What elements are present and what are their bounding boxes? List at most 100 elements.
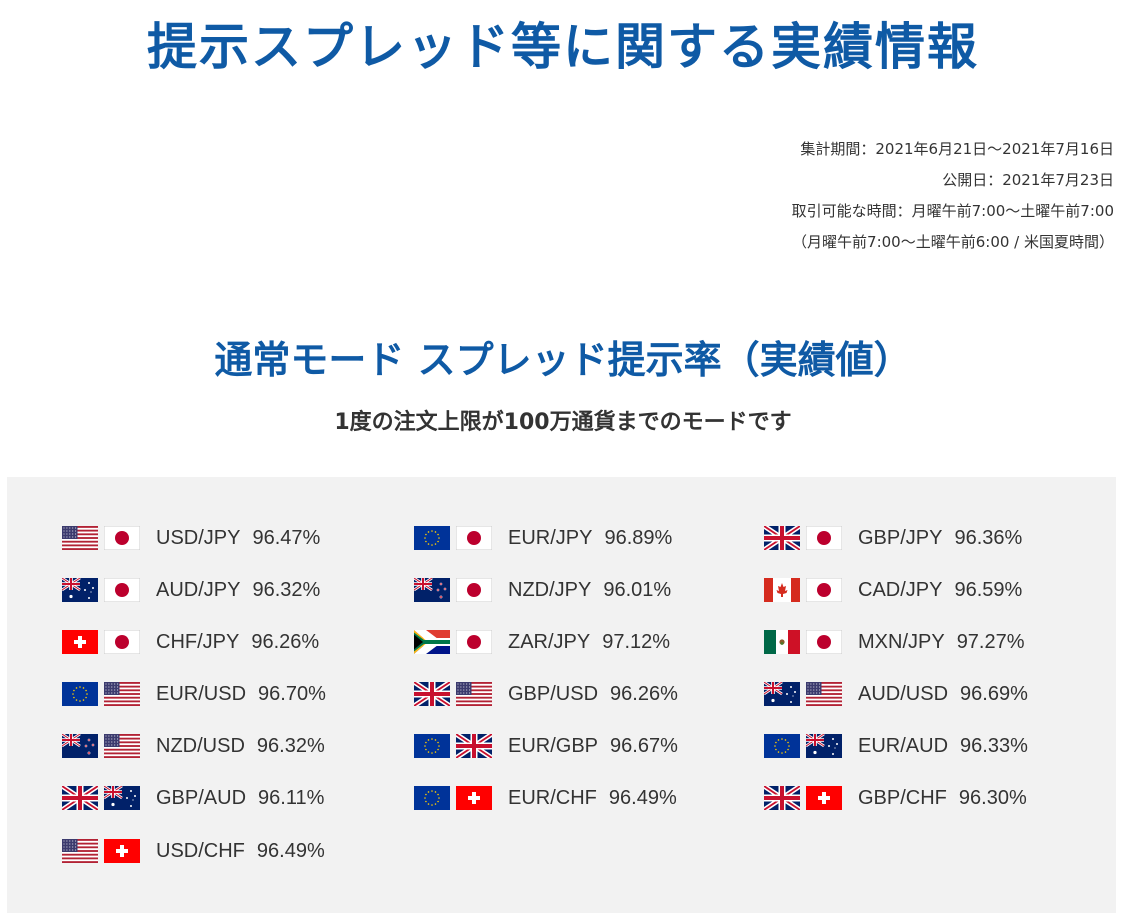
rate-value: 96.49% [608, 786, 677, 809]
pair-label: GBP/JPY [858, 526, 943, 549]
pair-row: CHF/JPY 96.26% [62, 622, 319, 662]
pair-label: CHF/JPY [156, 630, 240, 653]
pair-row: MXN/JPY 97.27% [764, 622, 1025, 662]
pair-label: USD/JPY [156, 526, 241, 549]
jp-flag-icon [456, 526, 492, 550]
rate-value: 96.32% [256, 734, 325, 757]
pair-row: CAD/JPY 96.59% [764, 570, 1022, 610]
rate-value: 96.11% [258, 786, 325, 809]
jp-flag-icon [806, 630, 842, 654]
us-flag-icon [62, 526, 98, 550]
pair-row: EUR/AUD 96.33% [764, 726, 1028, 766]
eu-flag-icon [62, 682, 98, 706]
pair-row: USD/CHF 96.49% [62, 831, 325, 871]
spread-rate-panel: USD/JPY 96.47% EUR/JPY 96.89% GBP/JPY 96… [7, 477, 1116, 913]
jp-flag-icon [104, 578, 140, 602]
pair-row: NZD/JPY 96.01% [414, 570, 671, 610]
jp-flag-icon [104, 526, 140, 550]
rate-value: 96.49% [256, 839, 325, 862]
rate-value: 96.69% [960, 682, 1028, 705]
section-subtitle: 1度の注文上限が100万通貨までのモードです [334, 410, 792, 435]
eu-flag-icon [414, 734, 450, 758]
pair-label: EUR/USD [156, 682, 247, 705]
pair-label: NZD/JPY [508, 578, 592, 601]
pair-row: GBP/CHF 96.30% [764, 778, 1027, 818]
pair-row: EUR/CHF 96.49% [414, 778, 677, 818]
pair-row: GBP/JPY 96.36% [764, 518, 1022, 558]
pair-row: EUR/GBP 96.67% [414, 726, 678, 766]
us-flag-icon [806, 682, 842, 706]
pair-row: EUR/JPY 96.89% [414, 518, 672, 558]
au-flag-icon [62, 578, 98, 602]
rate-value: 97.12% [602, 630, 671, 653]
rate-value: 96.70% [258, 682, 326, 705]
rate-value: 96.26% [610, 682, 678, 705]
rate-value: 96.01% [603, 578, 672, 601]
rate-value: 96.33% [960, 734, 1028, 757]
pair-label: EUR/CHF [508, 786, 597, 809]
nz-flag-icon [62, 734, 98, 758]
ca-flag-icon [764, 578, 800, 602]
pair-row: GBP/USD 96.26% [414, 674, 678, 714]
pair-label: AUD/USD [858, 682, 949, 705]
rate-value: 96.47% [252, 526, 321, 549]
pair-row: GBP/AUD 96.11% [62, 778, 324, 818]
pair-row: ZAR/JPY 97.12% [414, 622, 670, 662]
jp-flag-icon [456, 630, 492, 654]
nz-flag-icon [414, 578, 450, 602]
au-flag-icon [806, 734, 842, 758]
gb-flag-icon [456, 734, 492, 758]
jp-flag-icon [806, 526, 842, 550]
eu-flag-icon [414, 786, 450, 810]
aggregation-period: 集計期間：2021年6月21日～2021年7月16日 [800, 140, 1114, 158]
pair-label: EUR/AUD [858, 734, 949, 757]
publication-date: 公開日：2021年7月23日 [942, 171, 1114, 189]
pair-label: NZD/USD [156, 734, 245, 757]
pair-row: AUD/JPY 96.32% [62, 570, 320, 610]
au-flag-icon [104, 786, 140, 810]
rate-value: 96.59% [954, 578, 1023, 601]
ch-flag-icon [806, 786, 842, 810]
ch-flag-icon [456, 786, 492, 810]
gb-flag-icon [764, 786, 800, 810]
trading-hours-dst: （月曜午前7:00～土曜午前6:00 / 米国夏時間） [792, 233, 1114, 251]
us-flag-icon [62, 839, 98, 863]
us-flag-icon [104, 682, 140, 706]
rate-value: 96.26% [251, 630, 320, 653]
pair-label: AUD/JPY [156, 578, 241, 601]
pair-row: USD/JPY 96.47% [62, 518, 320, 558]
pair-label: EUR/JPY [508, 526, 593, 549]
pair-row: AUD/USD 96.69% [764, 674, 1028, 714]
ch-flag-icon [62, 630, 98, 654]
za-flag-icon [414, 630, 450, 654]
rate-value: 96.32% [252, 578, 321, 601]
us-flag-icon [456, 682, 492, 706]
gb-flag-icon [764, 526, 800, 550]
pair-label: MXN/JPY [858, 630, 945, 653]
pair-label: USD/CHF [156, 839, 245, 862]
pair-label: GBP/USD [508, 682, 599, 705]
rate-value: 97.27% [956, 630, 1025, 653]
trading-hours: 取引可能な時間：月曜午前7:00～土曜午前7:00 [791, 202, 1114, 220]
pair-label: ZAR/JPY [508, 630, 591, 653]
pair-label: GBP/CHF [858, 786, 947, 809]
jp-flag-icon [806, 578, 842, 602]
section-title: 通常モード スプレッド提示率（実績値） [214, 338, 912, 382]
ch-flag-icon [104, 839, 140, 863]
eu-flag-icon [414, 526, 450, 550]
eu-flag-icon [764, 734, 800, 758]
pair-label: GBP/AUD [156, 786, 247, 809]
rate-value: 96.67% [610, 734, 678, 757]
rate-value: 96.36% [954, 526, 1023, 549]
gb-flag-icon [414, 682, 450, 706]
pair-label: CAD/JPY [858, 578, 943, 601]
pair-row: EUR/USD 96.70% [62, 674, 326, 714]
us-flag-icon [104, 734, 140, 758]
jp-flag-icon [456, 578, 492, 602]
rate-value: 96.30% [958, 786, 1027, 809]
pair-row: NZD/USD 96.32% [62, 726, 325, 766]
mx-flag-icon [764, 630, 800, 654]
au-flag-icon [764, 682, 800, 706]
meta-info: 集計期間：2021年6月21日～2021年7月16日 公開日：2021年7月23… [792, 134, 1114, 258]
gb-flag-icon [62, 786, 98, 810]
